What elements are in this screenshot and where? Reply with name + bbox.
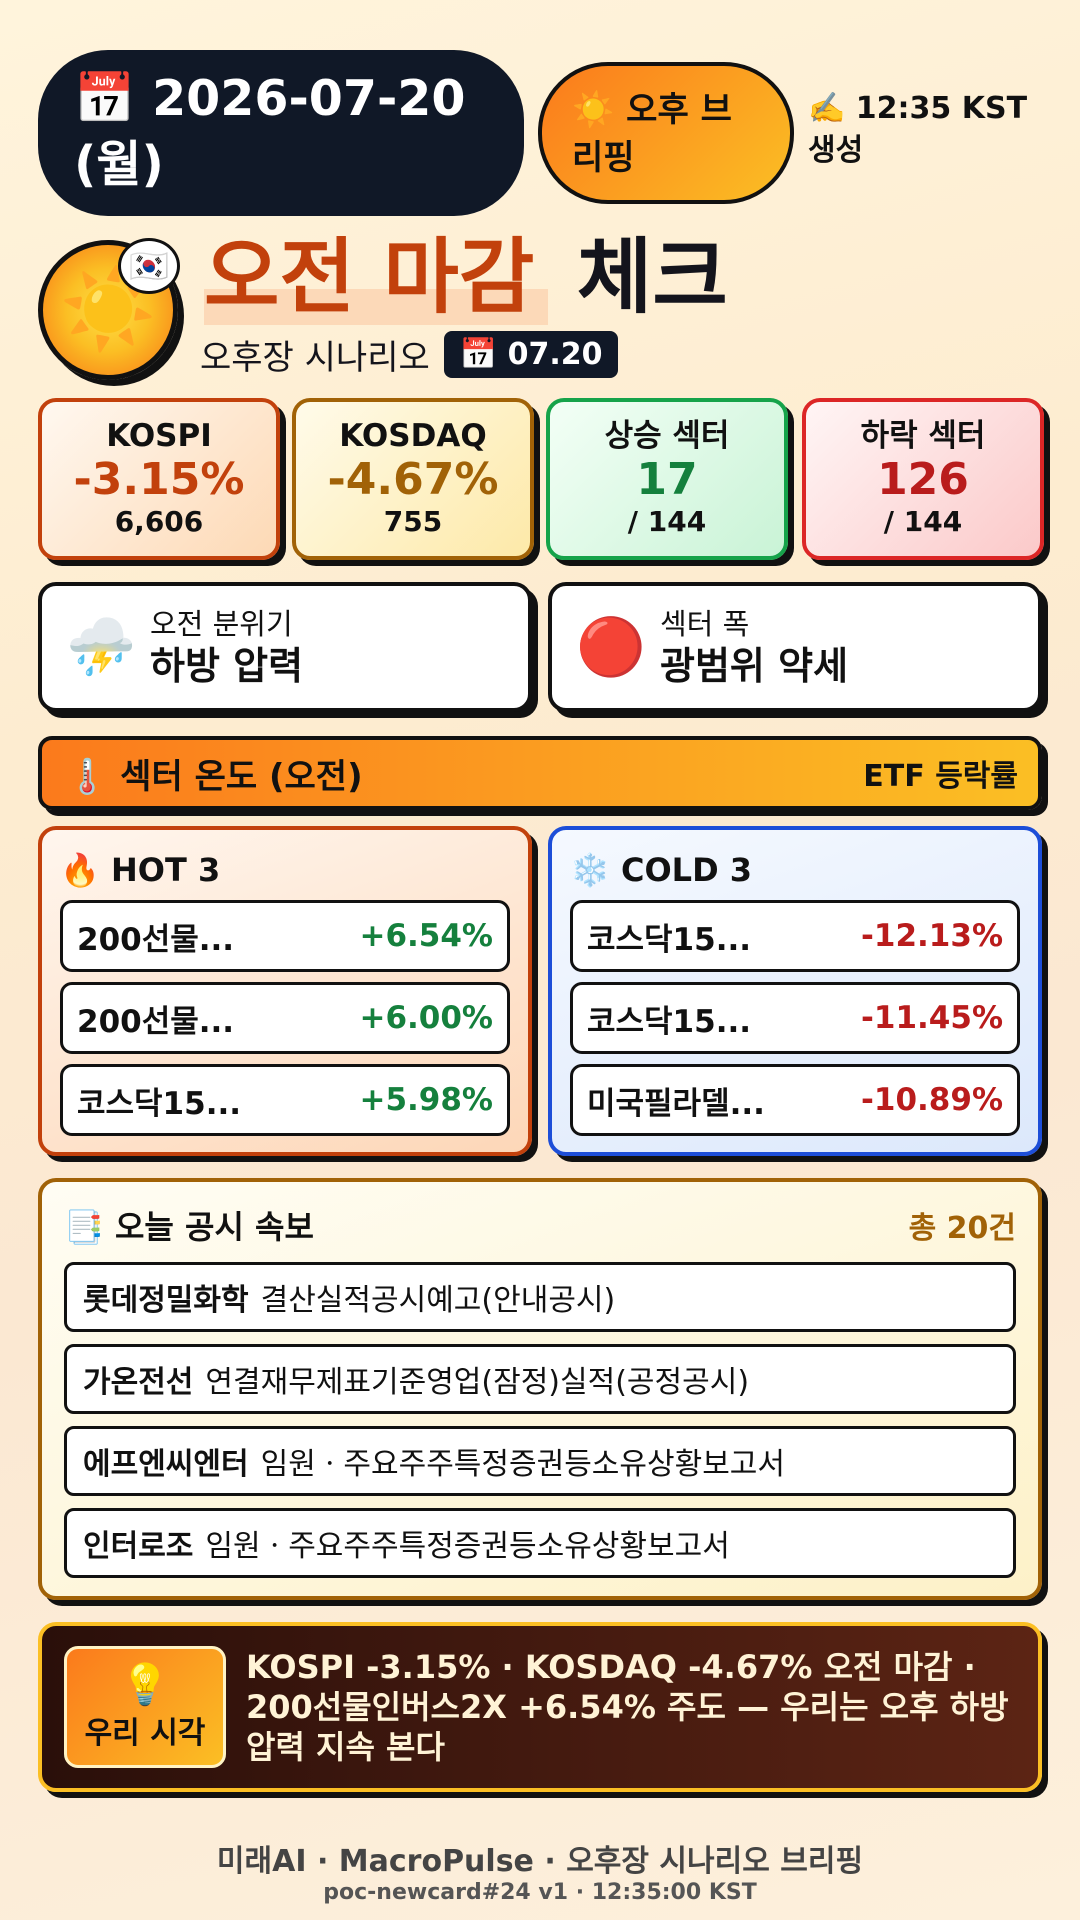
lightbulb-icon: 💡 — [120, 1662, 170, 1708]
briefing-label-line2: 리핑 — [572, 138, 635, 178]
hot-title: 🔥 HOT 3 — [60, 851, 221, 889]
date-pill: 📅 2026-07-20 (월) — [38, 50, 524, 216]
falling-sectors-card: 하락 섹터 126 / 144 — [802, 398, 1044, 560]
etf-change: -10.89% — [861, 1082, 1003, 1118]
disclosure-company: 에프엔씨엔터 — [83, 1447, 249, 1482]
disclosure-company: 롯데정밀화학 — [83, 1283, 249, 1318]
weekday-text: (월) — [74, 136, 164, 193]
falling-sectors-count: 126 — [877, 454, 969, 505]
rising-sectors-total: / 144 — [627, 505, 707, 538]
briefing-badge: ☀️ 오후 브 리핑 — [538, 62, 794, 204]
etf-name: 코스닥15... — [587, 921, 752, 958]
insight-card: 💡 우리 시각 KOSPI -3.15% · KOSDAQ -4.67% 오전 … — [38, 1622, 1042, 1792]
insight-text: KOSPI -3.15% · KOSDAQ -4.67% 오전 마감 · 200… — [246, 1648, 1009, 1766]
list-item: 코스닥15... -12.13% — [570, 900, 1020, 972]
disclosure-desc: 결산실적공시예고(안내공시) — [260, 1283, 616, 1318]
disclosure-desc: 임원ㆍ주요주주특정증권등소유상황보고서 — [205, 1529, 730, 1564]
disclosure-company: 가온전선 — [83, 1365, 194, 1400]
etf-name: 200선물... — [77, 921, 235, 958]
etf-change-label: ETF 등락률 — [863, 759, 1018, 794]
briefing-label-line1: ☀️ 오후 브 — [572, 90, 732, 130]
generated-time: ✍️ 12:35 KST 생성 — [808, 88, 1027, 172]
list-item: 200선물... +6.00% — [60, 982, 510, 1054]
disclosure-item[interactable]: 인터로조 임원ㆍ주요주주특정증권등소유상황보고서 — [64, 1508, 1016, 1578]
sector-breadth-card: 🔴 섹터 폭 광범위 약세 — [548, 582, 1042, 712]
cold-title: ❄️ COLD 3 — [570, 851, 753, 889]
korea-flag-icon: 🇰🇷 — [118, 238, 180, 294]
insight-badge: 💡 우리 시각 — [64, 1646, 226, 1768]
page-title-highlight: 오전 마감 — [204, 230, 549, 325]
generated-time-line2: 생성 — [808, 133, 864, 168]
rising-sectors-label: 상승 섹터 — [604, 418, 730, 454]
korea-flag-glyph: 🇰🇷 — [129, 247, 169, 285]
list-item: 미국필라델... -10.89% — [570, 1064, 1020, 1136]
rising-sectors-card: 상승 섹터 17 / 144 — [546, 398, 788, 560]
subtitle-row: 오후장 시나리오 📅 07.20 — [200, 328, 619, 380]
page-title-rest: 체크 — [576, 230, 728, 325]
etf-change: -12.13% — [861, 918, 1003, 954]
disclosure-item[interactable]: 가온전선 연결재무제표기준영업(잠정)실적(공정공시) — [64, 1344, 1016, 1414]
kosdaq-card: KOSDAQ -4.67% 755 — [292, 398, 534, 560]
cold-panel: ❄️ COLD 3 코스닥15... -12.13% 코스닥15... -11.… — [548, 826, 1042, 1156]
list-item: 코스닥15... +5.98% — [60, 1064, 510, 1136]
sector-breadth-label: 섹터 폭 — [660, 607, 750, 641]
etf-change: -11.45% — [861, 1000, 1003, 1036]
morning-mood-label: 오전 분위기 — [150, 607, 293, 641]
disclosure-item[interactable]: 에프엔씨엔터 임원ㆍ주요주주특정증권등소유상황보고서 — [64, 1426, 1016, 1496]
etf-name: 코스닥15... — [77, 1085, 242, 1122]
sector-breadth-value: 광범위 약세 — [660, 644, 849, 688]
footer-meta: poc-newcard#24 v1 · 12:35:00 KST — [323, 1880, 757, 1905]
etf-name: 미국필라델... — [587, 1085, 765, 1122]
disclosure-title: 📑 오늘 공시 속보 — [64, 1208, 314, 1246]
rising-sectors-count: 17 — [636, 454, 698, 505]
kosdaq-change: -4.67% — [327, 454, 499, 505]
kospi-label: KOSPI — [106, 418, 212, 454]
etf-change: +6.54% — [359, 918, 493, 954]
generated-time-line1: ✍️ 12:35 KST — [808, 91, 1028, 126]
subtitle: 오후장 시나리오 — [200, 337, 430, 378]
etf-change: +6.00% — [359, 1000, 493, 1036]
kospi-card: KOSPI -3.15% 6,606 — [38, 398, 280, 560]
morning-mood-value: 하방 압력 — [150, 644, 304, 688]
hot-panel: 🔥 HOT 3 200선물... +6.54% 200선물... +6.00% … — [38, 826, 532, 1156]
kospi-index: 6,606 — [114, 505, 204, 538]
disclosure-panel: 📑 오늘 공시 속보 총 20건 롯데정밀화학 결산실적공시예고(안내공시) 가… — [38, 1178, 1042, 1600]
sector-temperature-header: 🌡️ 섹터 온도 (오전) ETF 등락률 — [38, 736, 1042, 810]
list-item: 코스닥15... -11.45% — [570, 982, 1020, 1054]
footer-brand: 미래AI · MacroPulse · 오후장 시나리오 브리핑 — [216, 1844, 864, 1879]
disclosure-company: 인터로조 — [83, 1529, 194, 1564]
date-chip: 📅 07.20 — [443, 330, 619, 378]
list-item: 200선물... +6.54% — [60, 900, 510, 972]
page-title: 오전 마감 체크 — [204, 228, 728, 328]
disclosure-header: 📑 오늘 공시 속보 총 20건 — [64, 1200, 1016, 1250]
disclosure-desc: 연결재무제표기준영업(잠정)실적(공정공시) — [205, 1365, 750, 1400]
kospi-change: -3.15% — [73, 454, 245, 505]
falling-sectors-total: / 144 — [883, 505, 963, 538]
kosdaq-index: 755 — [383, 505, 443, 538]
etf-change: +5.98% — [359, 1082, 493, 1118]
insight-badge-label: 우리 시각 — [84, 1716, 206, 1751]
kosdaq-label: KOSDAQ — [339, 418, 487, 454]
disclosure-item[interactable]: 롯데정밀화학 결산실적공시예고(안내공시) — [64, 1262, 1016, 1332]
date-text: 📅 2026-07-20 — [74, 70, 466, 127]
etf-name: 200선물... — [77, 1003, 235, 1040]
storm-icon: ⛈️ — [66, 615, 136, 680]
disclosure-count: 총 20건 — [908, 1211, 1016, 1246]
falling-sectors-label: 하락 섹터 — [860, 418, 986, 454]
morning-mood-card: ⛈️ 오전 분위기 하방 압력 — [38, 582, 532, 712]
etf-name: 코스닥15... — [587, 1003, 752, 1040]
disclosure-desc: 임원ㆍ주요주주특정증권등소유상황보고서 — [260, 1447, 786, 1482]
red-circle-icon: 🔴 — [576, 615, 646, 680]
sector-temperature-title: 🌡️ 섹터 온도 (오전) — [66, 756, 363, 797]
